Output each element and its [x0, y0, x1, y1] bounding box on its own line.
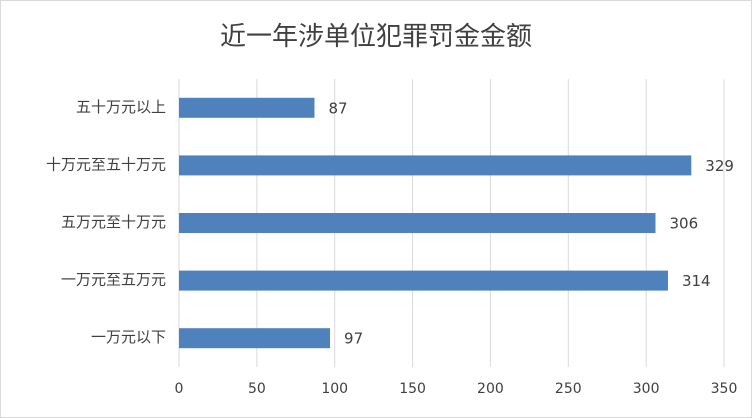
- y-tick-label: 十万元至五十万元: [46, 155, 166, 173]
- y-tick-label: 一万元至五万元: [61, 271, 166, 289]
- value-label: 329: [705, 157, 734, 175]
- x-tick-label: 250: [555, 381, 582, 397]
- x-tick-label: 100: [321, 381, 348, 397]
- x-tick-label: 150: [399, 381, 426, 397]
- x-tick-label: 350: [711, 381, 738, 397]
- x-tick-label: 200: [477, 381, 504, 397]
- bar: [179, 155, 692, 176]
- bar: [179, 270, 668, 291]
- bar: [179, 328, 331, 349]
- chart-title: 近一年涉单位犯罪罚金金额: [220, 22, 532, 52]
- value-label: 87: [328, 99, 347, 117]
- bar: [179, 213, 656, 233]
- y-tick-label: 一万元以下: [91, 328, 166, 346]
- x-tick-label: 50: [248, 381, 266, 397]
- y-tick-label: 五万元至十万元: [61, 213, 166, 231]
- bar: [179, 97, 315, 118]
- x-tick-label: 0: [175, 381, 184, 397]
- value-label: 314: [682, 272, 711, 290]
- y-tick-label: 五十万元以上: [76, 98, 166, 116]
- x-tick-label: 300: [633, 381, 660, 397]
- value-label: 306: [669, 215, 698, 233]
- value-label: 97: [344, 330, 363, 348]
